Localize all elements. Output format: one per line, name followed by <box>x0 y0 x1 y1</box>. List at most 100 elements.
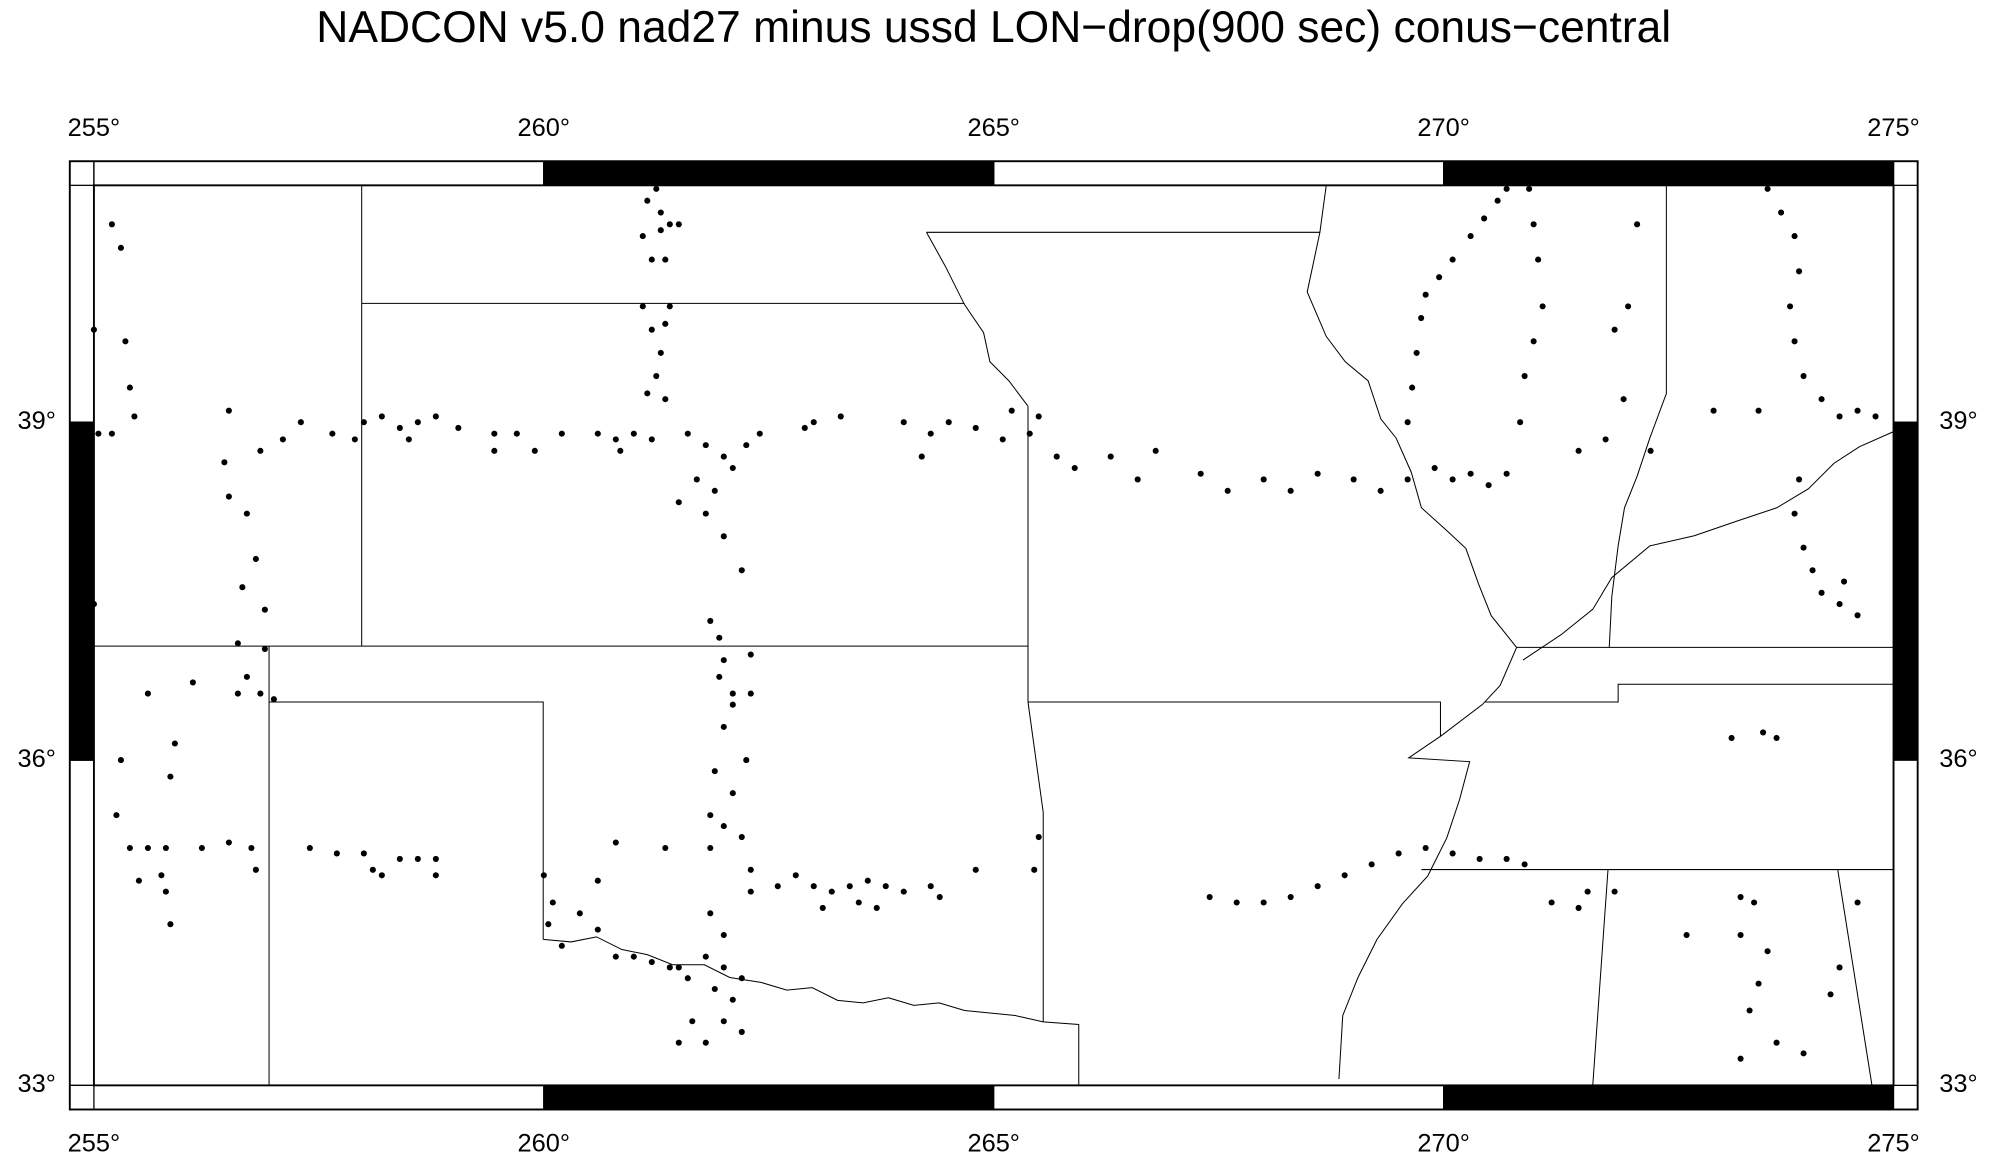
station-point <box>248 844 255 852</box>
station-point <box>198 844 205 852</box>
frame-band <box>993 160 1445 186</box>
station-point <box>617 447 624 454</box>
station-point <box>1026 430 1033 437</box>
station-point <box>648 256 655 263</box>
station-point <box>329 430 336 437</box>
station-point <box>662 844 669 852</box>
station-point <box>666 964 673 971</box>
station-point <box>1575 904 1582 911</box>
state-border <box>93 185 1080 1086</box>
station-point <box>648 959 655 966</box>
station-point <box>1418 314 1425 322</box>
station-point <box>189 679 196 686</box>
station-point <box>720 533 727 540</box>
station-point <box>270 696 277 703</box>
station-point <box>239 584 246 591</box>
station-point <box>612 436 619 443</box>
frame-band <box>1443 160 1895 186</box>
station-point <box>1197 470 1204 477</box>
station-point <box>1053 453 1060 460</box>
station-point <box>689 1018 696 1025</box>
station-point <box>675 964 682 971</box>
station-point <box>126 384 133 391</box>
x-tick-label: 265° <box>967 1130 1019 1158</box>
station-point <box>738 567 745 574</box>
station-point <box>729 996 736 1003</box>
station-point <box>801 424 808 431</box>
station-point <box>707 812 714 819</box>
station-point <box>1800 373 1807 380</box>
station-point <box>1431 464 1438 472</box>
station-point <box>702 953 709 960</box>
station-point <box>1751 899 1758 906</box>
station-point <box>1773 1039 1780 1046</box>
station-point <box>167 773 174 780</box>
x-tick-label: 275° <box>1867 114 1919 142</box>
station-point <box>1764 948 1771 955</box>
station-point <box>414 855 421 862</box>
station-point <box>279 436 286 443</box>
station-point <box>1791 233 1798 240</box>
station-point <box>657 209 664 216</box>
state-borders <box>93 185 1894 1086</box>
station-point <box>900 888 907 895</box>
station-point <box>225 839 232 846</box>
station-point <box>360 850 367 857</box>
station-point <box>126 844 133 852</box>
station-point <box>405 436 412 443</box>
station-point <box>1760 729 1767 736</box>
station-point <box>972 424 979 431</box>
station-point <box>1854 612 1861 619</box>
station-point <box>1746 1007 1753 1014</box>
x-tick-label: 265° <box>967 114 1019 142</box>
station-point <box>1575 447 1582 454</box>
station-point <box>729 701 736 708</box>
station-point <box>873 904 880 911</box>
station-point <box>491 430 498 437</box>
station-point <box>716 673 723 680</box>
frame-outer <box>68 160 1919 1111</box>
station-point <box>702 442 709 449</box>
station-point <box>927 430 934 437</box>
y-tick-label: 39° <box>17 407 55 435</box>
station-point <box>756 430 763 437</box>
station-point <box>855 899 862 906</box>
station-point <box>1521 373 1528 380</box>
station-point <box>491 447 498 454</box>
station-point <box>900 419 907 426</box>
station-point <box>108 221 115 228</box>
station-point <box>1521 861 1528 868</box>
station-point <box>1584 888 1591 895</box>
station-point <box>1409 384 1416 391</box>
y-tick-label: 33° <box>17 1070 55 1098</box>
station-point <box>1368 861 1375 868</box>
station-point <box>675 221 682 228</box>
station-point <box>738 975 745 982</box>
station-point <box>707 617 714 624</box>
station-point <box>1449 850 1456 857</box>
station-point <box>576 910 583 917</box>
station-point <box>1602 436 1609 443</box>
station-point <box>1449 256 1456 263</box>
station-point <box>162 844 169 852</box>
station-point <box>1467 470 1474 477</box>
station-point <box>261 606 268 613</box>
station-point <box>594 430 601 437</box>
frame-band <box>69 421 95 761</box>
x-tick-label: 270° <box>1417 114 1469 142</box>
station-point <box>644 197 651 204</box>
station-point <box>1800 544 1807 551</box>
river-border <box>1306 185 1518 1080</box>
station-point <box>747 690 754 697</box>
station-point <box>455 424 462 431</box>
station-point <box>1611 326 1618 333</box>
station-point <box>122 338 129 345</box>
station-point <box>333 850 340 857</box>
station-point <box>540 872 547 879</box>
tick-labels: 255° 255° 260° 260° 265° 265° 270° 270° 275° 275°… <box>17 114 1977 1158</box>
station-point <box>1107 453 1114 460</box>
station-point <box>221 459 228 466</box>
station-point <box>720 964 727 971</box>
station-point <box>1755 407 1762 414</box>
station-point <box>261 645 268 652</box>
